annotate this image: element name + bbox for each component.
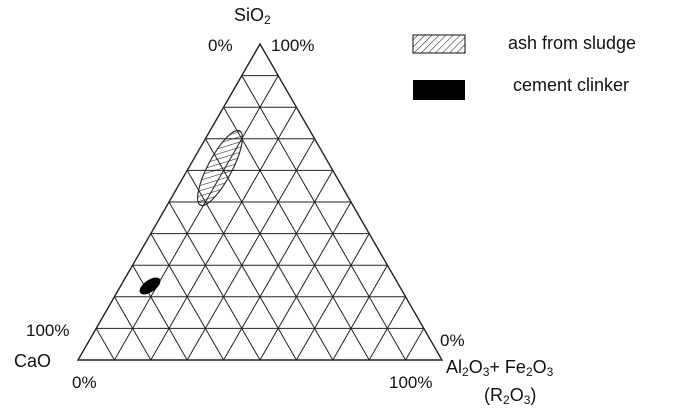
ash-from-sludge-region (197, 129, 243, 207)
sio2-tick-0: 0% (208, 36, 233, 55)
grid-line-right (405, 328, 425, 361)
grid-line-left (95, 328, 115, 361)
grid-line-right (259, 201, 352, 361)
legend-label-clinker: cement clinker (513, 75, 630, 95)
legend-label-ash: ash from sludge (508, 33, 637, 53)
sio2-tick-100: 100% (271, 36, 315, 55)
grid-line-left (241, 75, 407, 361)
r2o3-alias: (R2O3) (484, 385, 537, 407)
grid-line-right (186, 138, 316, 361)
grid-line-left (168, 201, 261, 361)
cao-label: CaO (14, 351, 52, 371)
legend-hatched-swatch (412, 34, 466, 54)
grid-line-right (113, 75, 279, 361)
triangle-outline (76, 42, 444, 361)
cement-clinker-region (139, 277, 161, 295)
cao-tick-100: 100% (26, 321, 70, 340)
r2o3-label: Al2O3+ Fe2O3 (446, 357, 554, 379)
grid-line-left (223, 106, 370, 361)
sio2-label: SiO2 (234, 5, 271, 27)
grid-line-right (332, 264, 388, 361)
grid-line-left (132, 264, 188, 361)
cao-tick-0: 0% (72, 373, 97, 392)
triangle-grid (95, 75, 425, 361)
r2o3-tick-100: 100% (389, 373, 433, 392)
r2o3-tick-0: 0% (440, 331, 465, 350)
grid-line-right (150, 106, 297, 361)
legend-solid-swatch (413, 80, 465, 100)
